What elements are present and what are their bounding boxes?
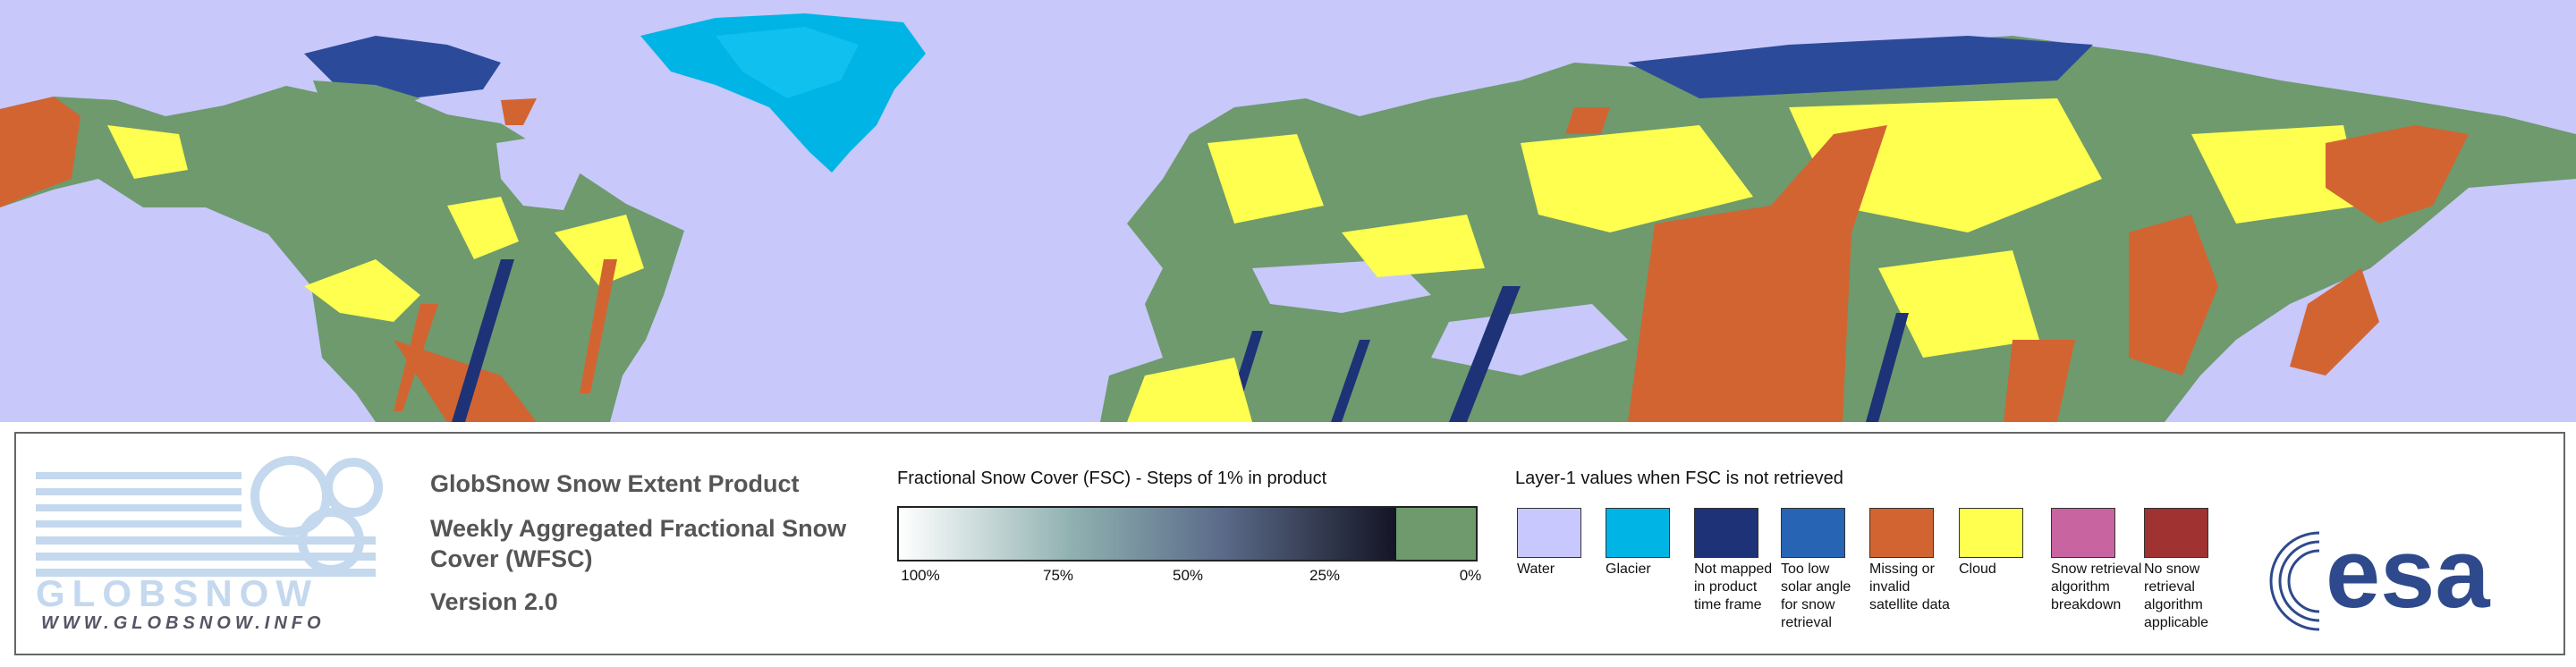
layer1-swatch (1869, 508, 1934, 558)
layer1-label: Not mapped in product time frame (1694, 561, 1773, 612)
product-title: GlobSnow Snow Extent Product (430, 470, 800, 497)
layer1-label: Missing or invalid satellite data (1869, 561, 1950, 612)
product-subtitle: Weekly Aggregated Fractional Snow Cover … (430, 515, 847, 572)
product-version: Version 2.0 (430, 588, 558, 615)
esa-logo: esa (2326, 519, 2490, 629)
esa-emblem (2269, 529, 2375, 635)
layer1-label: Glacier (1606, 561, 1651, 577)
fsc-tick-label: 100% (901, 567, 940, 584)
layer1-swatch (1517, 508, 1581, 558)
layer1-swatch (1694, 508, 1758, 558)
snow-map (0, 0, 2576, 422)
globsnow-logo (36, 456, 383, 577)
fsc-title: Fractional Snow Cover (FSC) - Steps of 1… (897, 469, 1327, 488)
layer1-label: Cloud (1959, 561, 1996, 577)
logo-url: WWW.GLOBSNOW.INFO (41, 613, 326, 633)
layer1-label: Too low solar angle for snow retrieval (1781, 561, 1852, 630)
fsc-tick-label: 75% (1042, 567, 1074, 584)
fsc-tick-label: 25% (1309, 567, 1341, 584)
layer1-swatch (1781, 508, 1845, 558)
fsc-tick-label: 50% (1172, 567, 1204, 584)
legend-panel (14, 432, 2565, 655)
layer1-swatch (2144, 508, 2208, 558)
fsc-tick-label: 0% (1459, 567, 1482, 584)
fsc-zero-swatch (1396, 506, 1478, 561)
logo-wordmark: GLOBSNOW (36, 572, 318, 614)
layer1-swatch (1606, 508, 1670, 558)
layer1-swatch (2051, 508, 2115, 558)
layer1-label: No snow retrieval algorithm applicable (2144, 561, 2209, 630)
layer1-label: Snow retrieval algorithm breakdown (2051, 561, 2142, 612)
layer1-swatch (1959, 508, 2023, 558)
layer1-label: Water (1517, 561, 1555, 577)
layer1-title: Layer-1 values when FSC is not retrieved (1515, 469, 1843, 488)
fsc-colorbar (897, 506, 1398, 561)
